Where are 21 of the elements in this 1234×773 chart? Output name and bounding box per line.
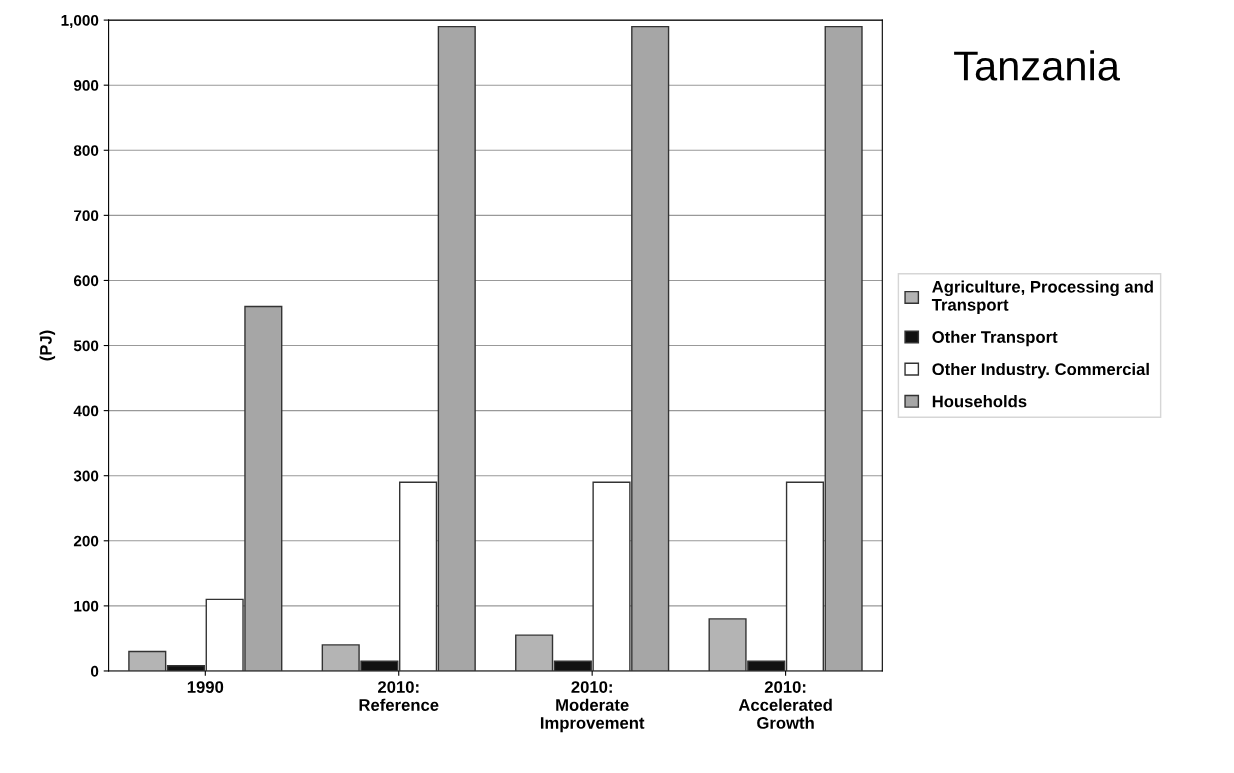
x-tick-label: 2010: Reference	[359, 681, 439, 711]
text: Tanzania	[954, 50, 1120, 81]
y-tick-label: 900	[73, 80, 99, 91]
y-tick-label: 400	[73, 405, 99, 417]
legend-label: Agriculture, Processing and Transport	[931, 280, 1153, 315]
y-tick-label: 1,000	[61, 14, 99, 28]
y-tick-label: 200	[73, 535, 99, 547]
y-tick-label: 600	[73, 275, 99, 287]
legend-label: Other Transport	[932, 330, 1058, 347]
y-tick-label: 500	[73, 340, 99, 352]
y-tick-label: 300	[73, 470, 99, 482]
y-tick-label: 700	[74, 210, 99, 222]
x-tick-label: 2010: Accelerated Growth	[738, 681, 832, 729]
y-tick-label: 100	[74, 600, 99, 612]
legend-label: Other Industry. Commercial	[932, 362, 1149, 379]
y-tick-label: 800	[73, 145, 99, 156]
y-tick-label: 0	[90, 665, 99, 677]
legend-label: Households	[932, 395, 1027, 408]
x-tick-label: 2010: Moderate Improvement	[540, 681, 645, 733]
x-tick-label: 1990	[187, 681, 224, 693]
y-axis-title: (PJ)	[39, 330, 56, 361]
